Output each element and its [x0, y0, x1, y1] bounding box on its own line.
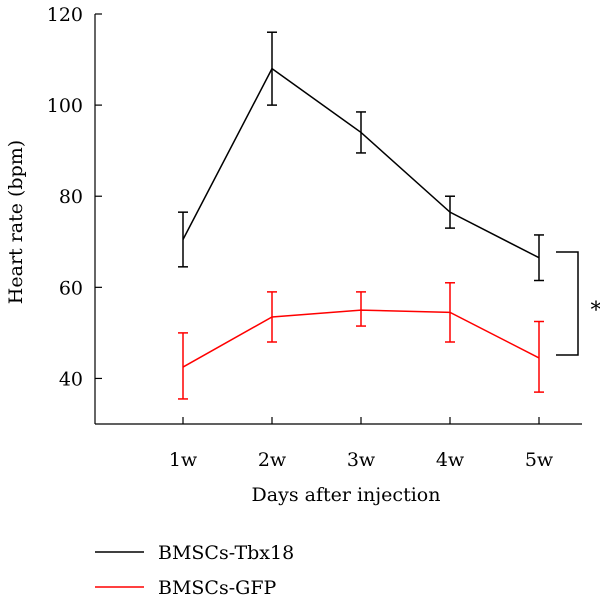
- significance-star: *: [591, 299, 600, 324]
- error-bar: [178, 332, 188, 400]
- axes: [94, 14, 582, 425]
- x-tick-label: 1w: [169, 449, 198, 471]
- significance-bracket: [556, 251, 579, 356]
- x-axis-ticks: 1w 2w 3w 4w 5w: [169, 417, 554, 471]
- y-tick-label: 80: [59, 186, 83, 208]
- x-tick-label: 4w: [436, 449, 465, 471]
- x-tick-label: 2w: [258, 449, 287, 471]
- y-axis-title: Heart rate (bpm): [5, 140, 27, 304]
- x-tick-label: 3w: [347, 449, 376, 471]
- y-tick-label: 120: [47, 4, 83, 26]
- y-tick-label: 40: [59, 368, 83, 390]
- legend-label: BMSCs-GFP: [158, 577, 277, 599]
- x-tick-label: 5w: [525, 449, 554, 471]
- x-axis-title: Days after injection: [252, 484, 441, 506]
- legend-label: BMSCs-Tbx18: [158, 542, 294, 564]
- y-tick-label: 100: [47, 95, 83, 117]
- legend: BMSCs-Tbx18 BMSCs-GFP: [95, 542, 294, 599]
- series-bmscs-tbx18: [178, 31, 544, 282]
- error-bar: [534, 320, 544, 393]
- legend-item: BMSCs-GFP: [95, 577, 277, 599]
- series-line: [182, 67, 540, 259]
- y-tick-label: 60: [59, 277, 83, 299]
- series-layer: [178, 31, 544, 400]
- series-bmscs-gfp: [178, 282, 544, 400]
- y-axis-ticks: 40 60 80 100 120: [47, 4, 102, 390]
- error-bar: [356, 291, 366, 327]
- significance-annotation: *: [556, 251, 600, 356]
- legend-item: BMSCs-Tbx18: [95, 542, 294, 564]
